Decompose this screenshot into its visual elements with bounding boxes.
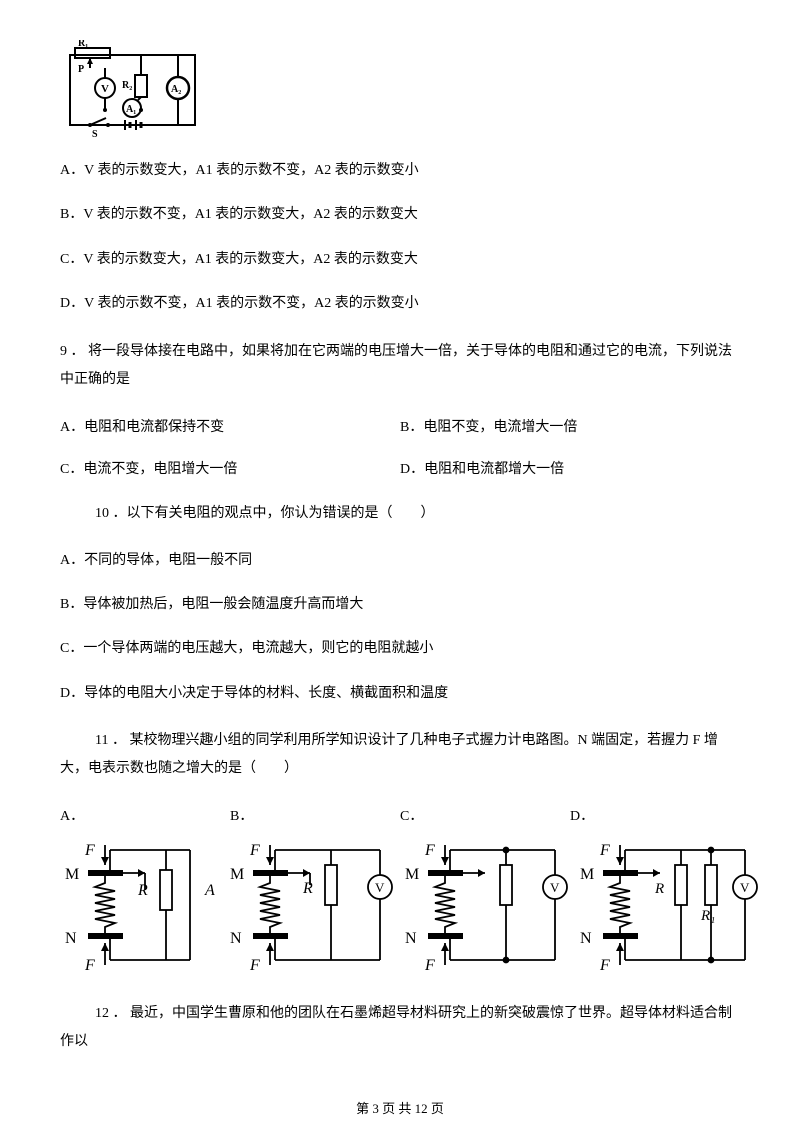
q10-option-d: D．导体的电阻大小决定于导体的材料、长度、横截面积和温度 [60, 683, 740, 705]
q10-option-a: A．不同的导体，电阻一般不同 [60, 550, 740, 572]
svg-text:R: R [302, 880, 313, 897]
q11-label-a: A． [60, 805, 230, 825]
svg-text:V: V [740, 880, 750, 895]
q12-stem: 12 ． 最近，中国学生曹原和他的团队在石墨烯超导材料研究上的新突破震惊了世界。… [60, 1000, 740, 1056]
label-a1: A₁ [126, 104, 136, 115]
q11-label-d: D． [570, 805, 740, 825]
svg-text:F: F [599, 957, 610, 974]
svg-text:F: F [249, 957, 260, 974]
sym-a-meter: A [204, 882, 215, 899]
q11-diagram-c: V F M N F [400, 835, 575, 975]
label-a2: A₂ [171, 84, 181, 95]
q8-option-c: C．V 表的示数变大，A1 表的示数变大，A2 表的示数变大 [60, 249, 740, 271]
sym-f: F [84, 842, 95, 859]
sym-r: R [137, 882, 148, 899]
q11-label-b: B． [230, 805, 400, 825]
sym-f2: F [84, 957, 95, 974]
label-r1: R₁ [78, 40, 88, 49]
svg-text:F: F [599, 842, 610, 859]
svg-text:M: M [405, 866, 419, 883]
q11-diagram-b: V F M R N F [225, 835, 400, 975]
svg-text:R: R [654, 881, 664, 897]
svg-text:F: F [249, 842, 260, 859]
q10-stem: 10 ．以下有关电阻的观点中，你认为错误的是（ ） [60, 500, 740, 528]
svg-text:R₁: R₁ [700, 908, 715, 924]
label-p: P [78, 64, 84, 75]
q9-stem: 9 ． 将一段导体接在电路中，如果将加在它两端的电压增大一倍，关于导体的电阻和通… [60, 338, 740, 394]
svg-text:V: V [550, 880, 560, 895]
svg-text:N: N [580, 930, 592, 947]
svg-text:F: F [424, 957, 435, 974]
q9-option-a: A．电阻和电流都保持不变 [60, 416, 400, 436]
sym-n: N [65, 930, 77, 947]
q10-option-c: C．一个导体两端的电压越大，电流越大，则它的电阻就越小 [60, 638, 740, 660]
q11-diagram-d: V F M R R₁ N F [575, 835, 760, 975]
svg-text:M: M [230, 866, 244, 883]
svg-text:N: N [405, 930, 417, 947]
label-r2: R₂ [122, 80, 132, 91]
q8-option-b: B．V 表的示数不变，A1 表的示数变大，A2 表的示数变大 [60, 204, 740, 226]
q9-option-b: B．电阻不变，电流增大一倍 [400, 416, 740, 436]
page-footer: 第 3 页 共 12 页 [0, 1098, 800, 1117]
sym-m: M [65, 866, 79, 883]
svg-text:M: M [580, 866, 594, 883]
q10-option-b: B．导体被加热后，电阻一般会随温度升高而增大 [60, 594, 740, 616]
q11-label-c: C． [400, 805, 570, 825]
q8-option-d: D．V 表的示数不变，A1 表的示数不变，A2 表的示数变小 [60, 293, 740, 315]
label-v: V [101, 83, 109, 95]
q11-diagrams-row: F M R N F A V F M R N F [60, 835, 740, 975]
q11-stem: 11 ． 某校物理兴趣小组的同学利用所学知识设计了几种电子式握力计电路图。N 端… [60, 727, 740, 783]
svg-text:N: N [230, 930, 242, 947]
svg-text:F: F [424, 842, 435, 859]
q11-diagram-a: F M R N F A [60, 835, 225, 975]
q8-circuit-diagram: R₁ P V R₂ A₁ A₂ S [60, 40, 740, 140]
label-s: S [92, 129, 98, 140]
q9-option-d: D．电阻和电流都增大一倍 [400, 458, 740, 478]
q9-option-c: C．电流不变，电阻增大一倍 [60, 458, 400, 478]
sym-v: V [375, 880, 385, 895]
q8-option-a: A．V 表的示数变大，A1 表的示数不变，A2 表的示数变小 [60, 160, 740, 182]
